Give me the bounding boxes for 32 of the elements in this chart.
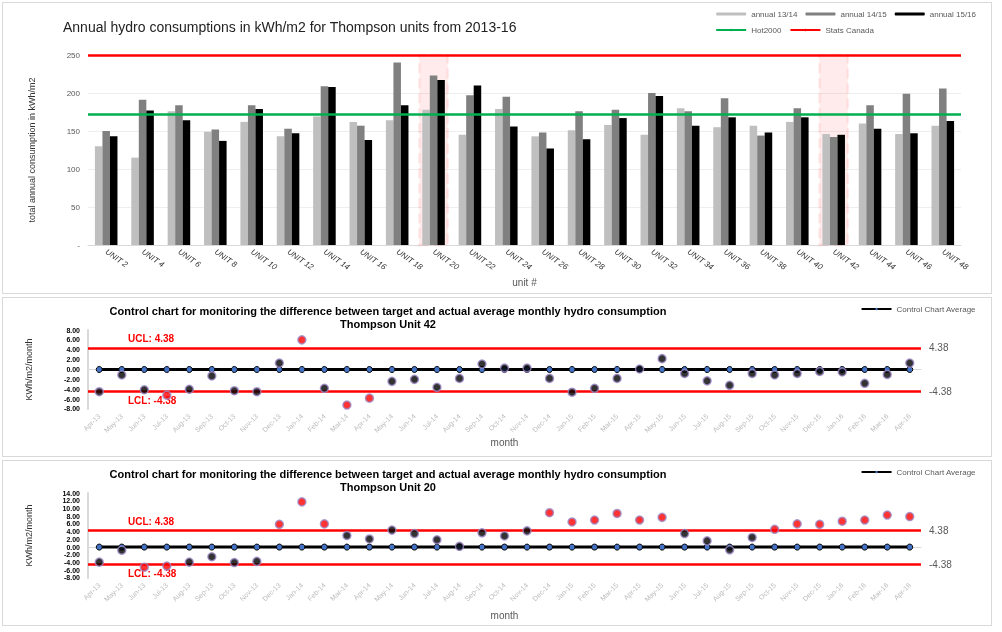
ref-line-label: LCL: -4.38 [128, 567, 177, 579]
y-axis-title: KWh/m2/month [23, 504, 34, 567]
ref-line-label: UCL: 4.38 [128, 333, 175, 345]
ref-line-label: UCL: 4.38 [128, 515, 175, 527]
x-axis-title: month [490, 609, 519, 621]
chart-title: Control chart for monitoring the difference between target and actual average monthly hydro consumption [109, 304, 667, 317]
legend-label: Stats Canada [825, 25, 875, 35]
legend-label: Hot2000 [751, 25, 782, 35]
chart-title: Annual hydro consumptions in kWh/m2 for Thompson units from 2013-16 [63, 19, 517, 35]
y-axis-title: total annual consumption in kWh/m2 [26, 77, 37, 223]
text: -4.38 [929, 558, 953, 570]
y-tick-label: - [77, 240, 81, 250]
text: 4.38 [929, 524, 949, 536]
y-tick-label: 250 [66, 50, 81, 60]
y-tick-label: 200 [66, 88, 81, 98]
ref-line-label: LCL: -4.38 [128, 394, 177, 406]
chart-subtitle: Thompson Unit 20 [340, 480, 436, 493]
y-tick-label: 100 [66, 164, 81, 174]
x-axis-title: unit # [512, 277, 538, 289]
text: 4.38 [929, 342, 949, 354]
y-axis-title: KWh/m2/month [23, 338, 34, 401]
text: -4.38 [929, 385, 953, 397]
y-tick-label: 150 [66, 126, 81, 136]
legend-label: annual 14/15 [840, 9, 888, 19]
legend-label: annual 13/14 [751, 9, 799, 19]
x-axis-title: month [490, 436, 519, 448]
legend-label: annual 15/16 [929, 9, 977, 19]
chart-title: Control chart for monitoring the difference between target and actual average monthly hydro consumption [109, 467, 667, 480]
legend-label: Control Chart Average [896, 304, 977, 314]
chart-subtitle: Thompson Unit 42 [340, 317, 436, 330]
y-tick-label: 50 [71, 202, 81, 212]
legend-label: Control Chart Average [896, 467, 977, 477]
